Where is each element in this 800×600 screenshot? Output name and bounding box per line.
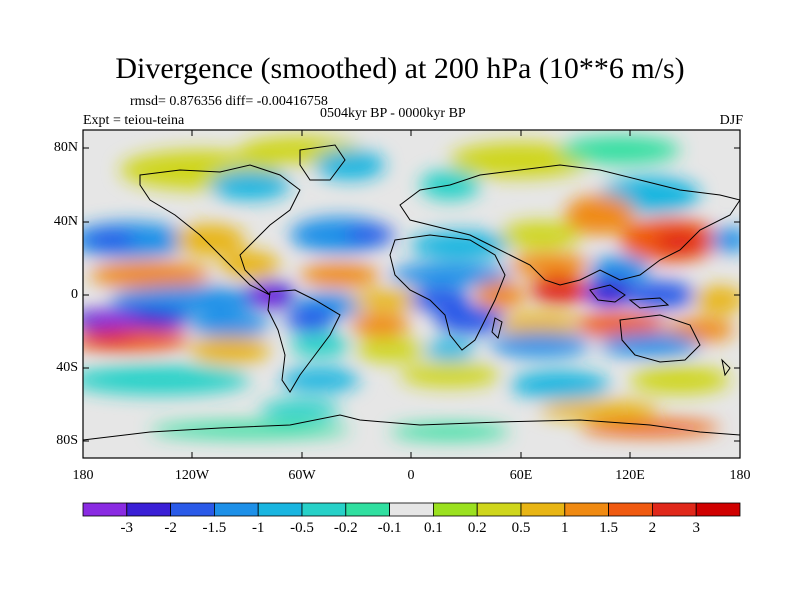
period-label: 0504kyr BP - 0000kyr BP: [320, 106, 466, 121]
colorbar-swatch: [476, 502, 522, 517]
colorbar-label: -3: [120, 520, 134, 536]
australia-coast: [619, 314, 701, 363]
x-tick-label: 180: [72, 468, 94, 483]
x-tick-label: 60E: [509, 468, 533, 483]
south-america-coast: [267, 289, 341, 393]
field-layer: [83, 130, 740, 458]
x-tick-label: 120E: [615, 468, 645, 483]
colorbar-label: -1.5: [202, 520, 227, 536]
greenland-coast: [299, 144, 346, 181]
y-tick-label: 40S: [56, 360, 78, 375]
x-tick-label: 180: [729, 468, 751, 483]
colorbar-label: -0.1: [377, 520, 402, 536]
colorbar-label: 0.5: [511, 520, 531, 536]
colorbar-swatch: [520, 502, 566, 517]
colorbar-swatch: [170, 502, 215, 517]
africa-coast: [389, 234, 506, 351]
experiment-label: Expt = teiou-teina: [83, 113, 185, 128]
colorbar: [82, 502, 741, 517]
y-tick-label: 80N: [53, 140, 78, 155]
x-tick-label: 120W: [174, 468, 210, 483]
colorbar-label: -0.5: [290, 520, 314, 536]
colorbar-label: 0.2: [467, 520, 487, 536]
colorbar-label: 1.5: [599, 520, 618, 536]
colorbar-label: 2: [648, 520, 657, 536]
colorbar-label: -0.2: [333, 520, 358, 536]
new-guinea-coast: [628, 297, 670, 309]
madagascar-coast: [491, 317, 503, 339]
colorbar-swatch: [82, 502, 128, 517]
north-america-coast: [139, 164, 301, 296]
colorbar-swatch: [695, 502, 741, 517]
x-tick-label: 60W: [288, 468, 316, 483]
map-title: Divergence (smoothed) at 200 hPa (10**6 …: [115, 52, 685, 85]
maritime-continent-coast: [589, 284, 626, 303]
colorbar-swatch: [345, 502, 390, 517]
stats-label: rmsd= 0.876356 diff= -0.00416758: [130, 94, 328, 109]
colorbar-label: 1: [561, 520, 569, 536]
tick-marks: [82, 130, 741, 458]
colorbar-swatch: [389, 502, 434, 517]
season-label: DJF: [719, 113, 743, 128]
colorbar-label: 3: [692, 520, 700, 536]
coastline-layer: [83, 144, 740, 441]
new-zealand-coast: [721, 358, 731, 377]
y-tick-label: 0: [71, 287, 78, 302]
x-tick-label: 0: [407, 468, 415, 483]
colorbar-swatch: [257, 502, 303, 517]
colorbar-swatch: [608, 502, 653, 517]
colorbar-swatch: [564, 502, 609, 517]
y-tick-label: 40N: [53, 214, 78, 229]
colorbar-swatch: [432, 502, 478, 517]
colorbar-swatch: [652, 502, 697, 517]
colorbar-label: 0.1: [424, 520, 443, 536]
colorbar-swatch: [301, 502, 347, 517]
colorbar-swatch: [213, 502, 259, 517]
antarctica-coast: [83, 414, 740, 441]
eurasia-coast: [399, 164, 740, 286]
colorbar-label: -2: [164, 520, 177, 536]
y-tick-label: 80S: [56, 433, 78, 448]
colorbar-label: -1: [251, 520, 265, 536]
colorbar-swatch: [126, 502, 172, 517]
